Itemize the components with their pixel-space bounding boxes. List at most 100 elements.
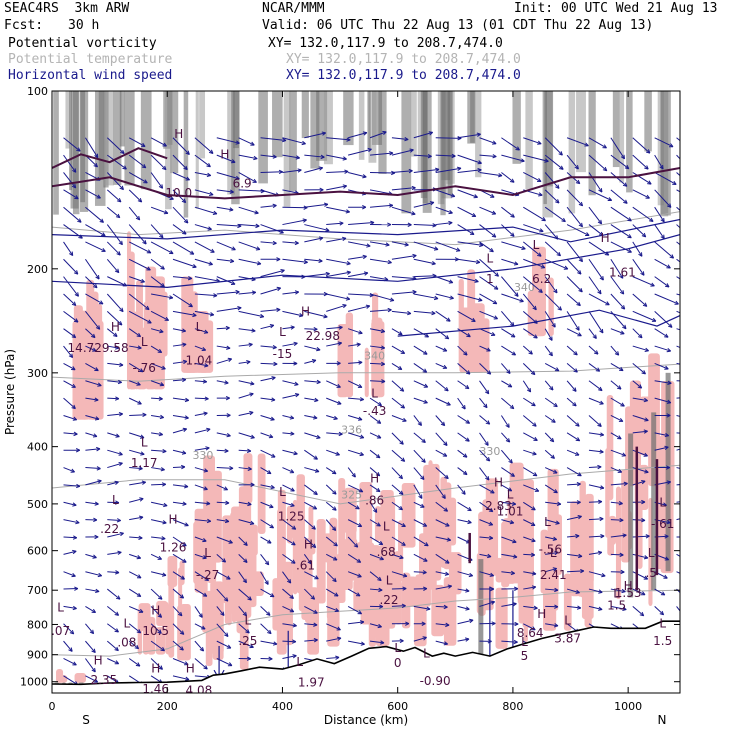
high-pv-shade: [441, 91, 451, 181]
wind-vector-head: [356, 342, 361, 347]
wind-vector: [588, 605, 603, 611]
wind-vector: [325, 467, 337, 475]
extremum-value: 14.729.58: [68, 341, 129, 355]
wind-vector-head: [483, 403, 488, 409]
wind-vector: [282, 484, 295, 492]
extremum-mark: L: [659, 495, 666, 509]
wind-vector-head: [689, 184, 693, 188]
wind-vector-head: [158, 396, 163, 401]
wind-vector-head: [136, 381, 141, 386]
wind-vector-head: [399, 554, 404, 560]
wind-vector-head: [599, 485, 605, 490]
wind-vector-head: [208, 149, 214, 154]
wind-vector-head: [555, 199, 560, 204]
wind-vector: [348, 222, 375, 226]
wind-vector-head: [319, 187, 324, 192]
wind-vector: [501, 640, 518, 643]
wind-vector: [63, 172, 77, 189]
wind-vector: [325, 519, 337, 531]
wind-vector-head: [210, 248, 215, 253]
wind-vector: [260, 204, 277, 208]
wind-vector-head: [353, 543, 359, 548]
pv-shade-patch: [243, 524, 258, 556]
wind-vector-head: [531, 402, 536, 407]
wind-vector: [326, 656, 340, 659]
wind-vector-head: [345, 296, 351, 301]
wind-vector-head: [95, 588, 100, 593]
wind-vector: [413, 328, 429, 338]
wind-vector-head: [551, 418, 556, 423]
extremum-mark: L: [141, 335, 148, 349]
wind-vector: [128, 241, 152, 254]
wind-vector: [610, 380, 622, 390]
wind-vector-head: [159, 329, 164, 334]
pv-shade-patch: [165, 607, 173, 655]
wind-vector: [85, 658, 96, 673]
wind-vector-head: [494, 272, 499, 277]
wind-vector-head: [338, 325, 343, 330]
wind-vector-head: [303, 259, 308, 265]
theta-label: 340: [514, 281, 535, 294]
field-name-pv: Potential vorticity: [8, 36, 157, 51]
wind-vector-head: [412, 253, 417, 259]
wind-vector: [413, 258, 436, 265]
wind-vector-head: [115, 396, 120, 401]
wind-vector-head: [641, 370, 646, 375]
extremum-mark: H: [494, 475, 503, 489]
pv-shade-patch: [382, 587, 391, 625]
wind-vector: [479, 397, 488, 409]
wind-vector: [457, 276, 479, 283]
wind-vector: [588, 328, 597, 339]
wind-vector-head: [446, 317, 451, 322]
wind-vector-head: [359, 451, 364, 457]
wind-vector-head: [136, 332, 142, 338]
wind-vector: [435, 206, 453, 214]
wind-vector: [282, 219, 307, 226]
wind-vector-head: [270, 416, 275, 421]
wind-vector-head: [318, 258, 323, 263]
wind-vector-head: [312, 505, 318, 510]
wind-vector-head: [445, 522, 450, 527]
wind-vector: [522, 363, 536, 375]
wind-vector-head: [253, 155, 258, 161]
wind-vector-head: [73, 270, 79, 275]
wind-vector: [63, 345, 74, 358]
wind-vector-head: [192, 312, 197, 318]
pv-shade-patch: [394, 551, 401, 600]
wind-vector: [151, 414, 164, 419]
wind-vector: [194, 224, 212, 230]
wind-vector-head: [359, 434, 365, 439]
wind-vector: [326, 605, 339, 612]
wind-vector: [523, 484, 539, 492]
wind-vector: [172, 658, 189, 666]
wind-vector-head: [597, 289, 602, 295]
wind-vector: [85, 276, 98, 289]
wind-vector: [194, 623, 206, 630]
wind-vector: [260, 309, 281, 312]
wind-vector: [128, 172, 148, 184]
wind-vector: [391, 187, 416, 191]
wind-vector: [63, 675, 78, 686]
wind-vector: [107, 462, 123, 469]
wind-vector: [107, 623, 119, 633]
wind-vector: [435, 222, 453, 226]
wind-vector: [588, 449, 604, 453]
wind-vector: [632, 553, 649, 559]
extremum-value: -15: [273, 347, 293, 361]
pv-shade-patch: [467, 269, 476, 373]
wind-vector: [150, 206, 169, 214]
wind-vector-head: [563, 265, 569, 270]
wind-vector-head: [162, 520, 167, 525]
wind-vector-head: [691, 270, 695, 274]
wind-vector: [676, 328, 680, 331]
wind-vector-head: [399, 638, 404, 644]
wind-vector-head: [209, 191, 214, 196]
wind-vector: [654, 224, 665, 239]
wind-vector: [566, 449, 580, 456]
wind-vector: [106, 137, 125, 154]
pv-shade-patch: [157, 291, 168, 357]
wind-vector: [369, 258, 392, 264]
wind-vector: [632, 449, 648, 457]
wind-vector-head: [599, 449, 604, 454]
